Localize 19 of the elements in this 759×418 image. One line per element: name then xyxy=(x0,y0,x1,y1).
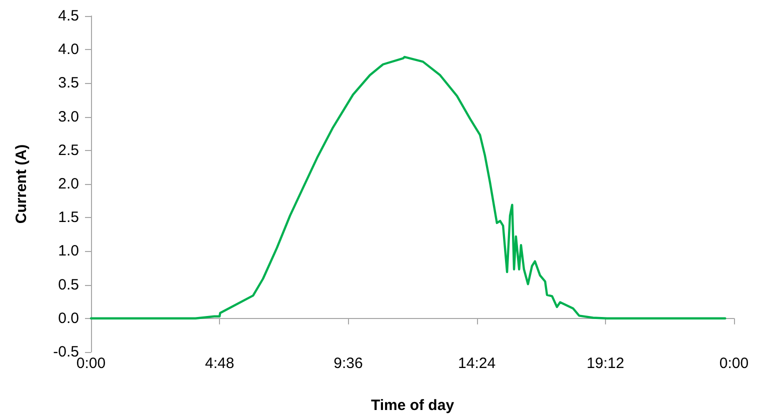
y-tick-label: 0.5 xyxy=(58,276,79,294)
y-tick-label: 3.5 xyxy=(58,74,79,92)
x-tick-label: 4:48 xyxy=(205,355,234,372)
x-tick-label: 0:00 xyxy=(719,355,749,372)
y-tick-label: 1.0 xyxy=(58,242,79,260)
y-tick-label: 4.0 xyxy=(58,41,79,58)
y-tick-label: 0.0 xyxy=(58,310,79,327)
x-tick-label: 19:12 xyxy=(586,355,624,372)
x-axis-title: Time of day xyxy=(370,397,455,414)
x-tick-label: 0:00 xyxy=(76,355,106,372)
y-axis-title: Current (A) xyxy=(13,144,30,224)
y-tick-label: 2.5 xyxy=(58,142,79,159)
y-tick-label: 2.0 xyxy=(58,176,79,192)
y-tick-label: 3.0 xyxy=(58,108,79,126)
line-series xyxy=(90,56,726,320)
y-tick-label: 1.5 xyxy=(58,209,79,226)
x-tick-label: 14:24 xyxy=(458,355,496,372)
x-tick-label: 9:36 xyxy=(334,355,363,372)
y-tick-label: 4.5 xyxy=(58,8,79,24)
